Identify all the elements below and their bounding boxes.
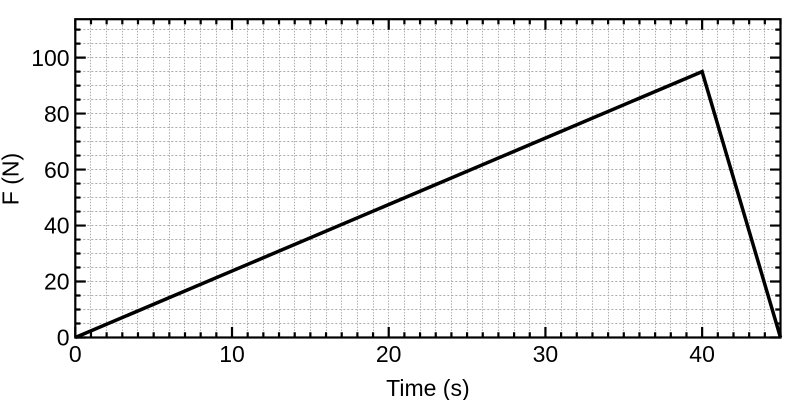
svg-text:0: 0 bbox=[57, 325, 70, 351]
svg-text:40: 40 bbox=[44, 213, 70, 239]
svg-text:100: 100 bbox=[31, 45, 69, 71]
svg-text:60: 60 bbox=[44, 157, 70, 183]
svg-text:30: 30 bbox=[533, 341, 559, 367]
svg-text:40: 40 bbox=[689, 341, 715, 367]
svg-text:20: 20 bbox=[376, 341, 402, 367]
svg-text:80: 80 bbox=[44, 101, 70, 127]
svg-text:20: 20 bbox=[44, 269, 70, 295]
svg-text:10: 10 bbox=[219, 341, 245, 367]
svg-text:Time (s): Time (s) bbox=[386, 375, 469, 400]
svg-text:F (N): F (N) bbox=[0, 153, 24, 205]
svg-text:0: 0 bbox=[69, 341, 82, 367]
